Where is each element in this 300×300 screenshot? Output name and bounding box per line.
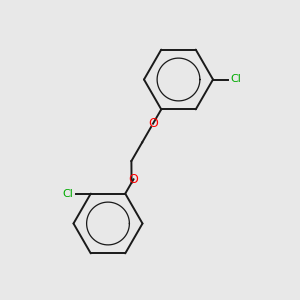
Text: O: O	[129, 173, 138, 186]
Text: Cl: Cl	[230, 74, 241, 85]
Text: O: O	[148, 117, 158, 130]
Text: Cl: Cl	[62, 189, 73, 199]
